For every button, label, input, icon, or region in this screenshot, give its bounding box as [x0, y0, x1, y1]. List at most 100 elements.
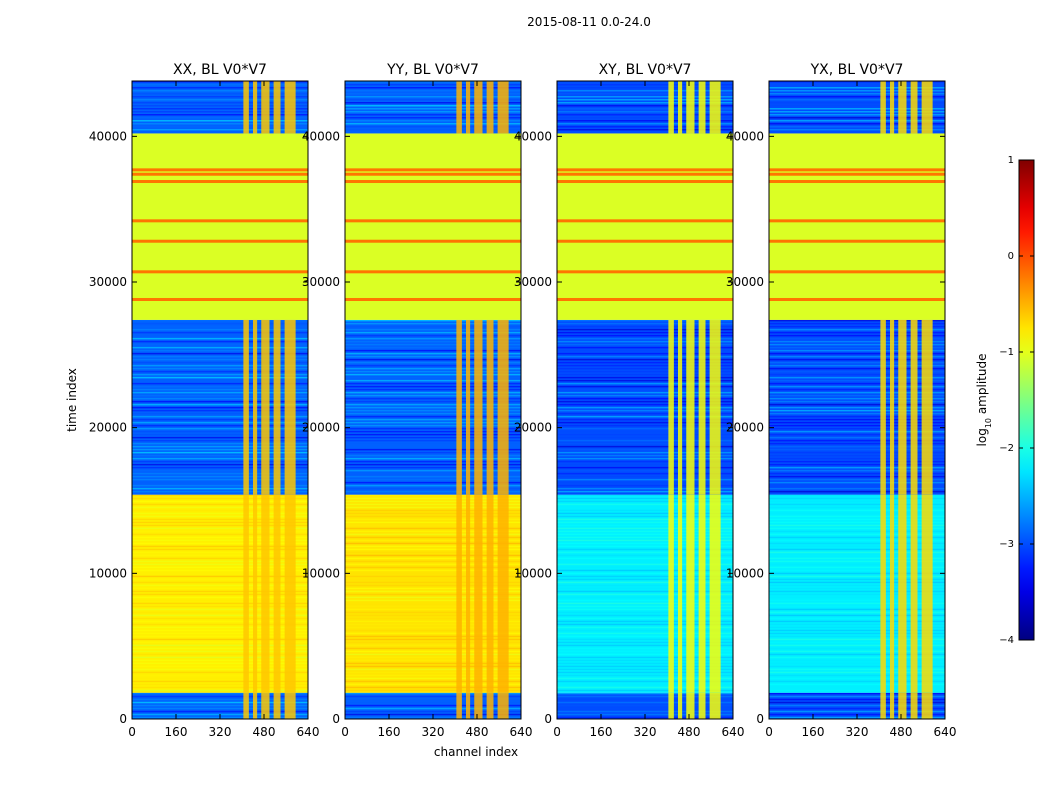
y-tick-label: 0 — [119, 712, 127, 726]
texture-stripe — [132, 123, 308, 125]
bright-channel — [898, 319, 907, 495]
texture-stripe — [345, 397, 521, 400]
texture-stripe — [132, 120, 308, 122]
texture-stripe — [557, 608, 733, 611]
texture-stripe — [557, 445, 733, 448]
texture-stripe — [769, 686, 945, 689]
time-region — [132, 81, 308, 134]
x-tick-label: 480 — [253, 725, 276, 739]
time-region — [132, 133, 308, 320]
bright-channel — [668, 494, 674, 693]
panel-title: YY, BL V0*V7 — [386, 62, 479, 78]
bright-channel — [486, 692, 494, 719]
heatmap-image — [132, 81, 308, 719]
texture-stripe — [557, 680, 733, 683]
texture-stripe — [345, 533, 521, 536]
x-tick-label: 160 — [378, 725, 401, 739]
texture-stripe — [557, 397, 733, 400]
texture-stripe — [132, 487, 308, 490]
texture-stripe — [769, 433, 945, 436]
texture-stripe — [132, 623, 308, 626]
texture-stripe — [345, 108, 521, 110]
colorbar-label: log10 amplitude — [975, 354, 993, 447]
texture-stripe — [345, 710, 521, 713]
texture-stripe — [345, 463, 521, 466]
texture-stripe — [132, 87, 308, 89]
texture-stripe — [769, 518, 945, 521]
texture-stripe — [769, 322, 945, 325]
texture-stripe — [132, 370, 308, 373]
texture-stripe — [557, 695, 733, 698]
texture-stripe — [557, 430, 733, 433]
y-tick-label: 30000 — [89, 275, 127, 289]
texture-stripe — [345, 361, 521, 364]
flag-line — [557, 172, 733, 176]
bright-channel — [686, 494, 695, 693]
texture-stripe — [132, 111, 308, 113]
texture-stripe — [345, 117, 521, 119]
texture-stripe — [557, 668, 733, 671]
texture-stripe — [345, 334, 521, 337]
texture-stripe — [345, 340, 521, 343]
texture-stripe — [769, 650, 945, 653]
texture-stripe — [769, 533, 945, 536]
texture-stripe — [132, 554, 308, 557]
texture-stripe — [769, 641, 945, 644]
texture-stripe — [557, 349, 733, 352]
texture-stripe — [557, 632, 733, 635]
texture-stripe — [769, 509, 945, 512]
texture-stripe — [132, 355, 308, 358]
texture-stripe — [345, 430, 521, 433]
bright-channel — [910, 692, 918, 719]
texture-stripe — [345, 400, 521, 403]
texture-stripe — [132, 418, 308, 421]
bright-channel — [243, 319, 249, 495]
texture-stripe — [345, 578, 521, 581]
colorbar-tick-label: −1 — [999, 347, 1014, 358]
texture-stripe — [132, 653, 308, 656]
colorbar-tick-label: −2 — [999, 443, 1014, 454]
texture-stripe — [132, 346, 308, 349]
colorbar-tick-label: 1 — [1008, 155, 1014, 166]
bright-channel — [284, 494, 296, 693]
texture-stripe — [345, 698, 521, 701]
texture-stripe — [345, 415, 521, 418]
texture-stripe — [557, 641, 733, 644]
bright-channel — [709, 692, 721, 719]
texture-stripe — [769, 331, 945, 334]
texture-stripe — [132, 686, 308, 689]
texture-stripe — [557, 442, 733, 445]
texture-stripe — [132, 484, 308, 487]
texture-stripe — [769, 403, 945, 406]
texture-stripe — [557, 325, 733, 328]
texture-stripe — [769, 120, 945, 122]
texture-stripe — [769, 515, 945, 518]
texture-stripe — [769, 472, 945, 475]
texture-stripe — [769, 626, 945, 629]
texture-stripe — [345, 554, 521, 557]
texture-stripe — [132, 397, 308, 400]
texture-stripe — [132, 99, 308, 101]
texture-stripe — [345, 427, 521, 430]
texture-stripe — [769, 602, 945, 605]
texture-stripe — [769, 370, 945, 373]
texture-stripe — [345, 500, 521, 503]
bright-channel — [709, 81, 721, 134]
bright-channel — [497, 692, 509, 719]
flag-line — [132, 270, 308, 274]
texture-stripe — [557, 611, 733, 614]
texture-stripe — [557, 96, 733, 98]
texture-stripe — [769, 611, 945, 614]
texture-stripe — [557, 584, 733, 587]
texture-stripe — [769, 415, 945, 418]
texture-stripe — [132, 376, 308, 379]
texture-stripe — [132, 671, 308, 674]
texture-stripe — [345, 358, 521, 361]
bright-channel — [497, 319, 509, 495]
flag-line — [132, 239, 308, 243]
texture-stripe — [345, 87, 521, 89]
texture-stripe — [769, 427, 945, 430]
texture-stripe — [769, 653, 945, 656]
texture-stripe — [132, 677, 308, 680]
texture-stripe — [132, 367, 308, 370]
